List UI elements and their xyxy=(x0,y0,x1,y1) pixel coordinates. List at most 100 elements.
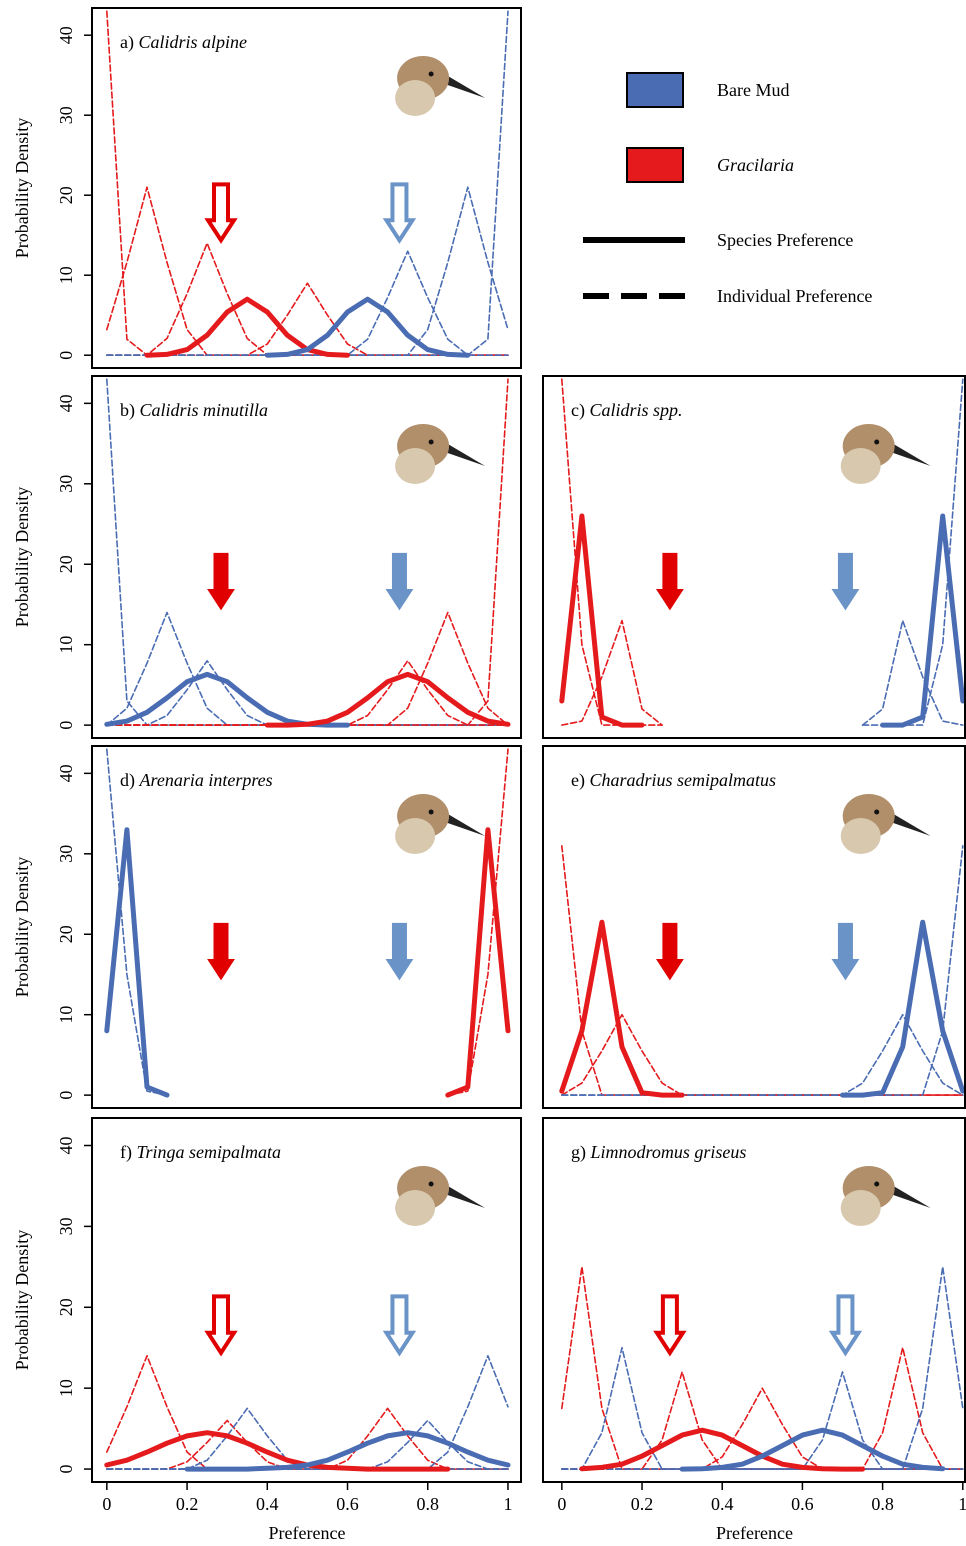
bird-neck xyxy=(841,818,881,854)
arrow xyxy=(657,553,683,609)
panel-label: f) xyxy=(120,1142,132,1163)
panel-frame xyxy=(92,8,521,368)
species-curve xyxy=(147,299,348,355)
x-axis-label: Preference xyxy=(716,1523,793,1543)
x-tick-label: 0 xyxy=(557,1494,566,1514)
species-name: Charadrius semipalmatus xyxy=(589,770,776,790)
species-name: Tringa semipalmata xyxy=(137,1142,282,1162)
panel-title: b) Calidris minutilla xyxy=(120,400,268,421)
species-name: Arenaria interpres xyxy=(139,770,273,790)
species-curve xyxy=(107,674,348,725)
y-tick-label: 40 xyxy=(56,1137,76,1155)
species-name: Limnodromus griseus xyxy=(590,1142,747,1162)
y-axis-label: Probability Density xyxy=(12,487,32,628)
individual-curve xyxy=(107,251,508,355)
panel-label: g) xyxy=(571,1142,586,1163)
y-tick-label: 40 xyxy=(56,764,76,782)
x-tick-label: 0.8 xyxy=(871,1494,894,1514)
individual-curve xyxy=(107,11,508,355)
arrow xyxy=(208,1296,234,1352)
panel-label: d) xyxy=(120,770,135,791)
y-tick-label: 30 xyxy=(56,475,76,493)
individual-curve xyxy=(107,187,508,355)
arrow xyxy=(832,1296,858,1352)
panel-frame xyxy=(92,1118,521,1482)
x-axis-label: Preference xyxy=(269,1523,346,1543)
page: a) Calidris alpine010203040Probability D… xyxy=(0,0,966,1546)
bird-neck xyxy=(395,448,435,484)
individual-curve xyxy=(863,621,963,726)
legend-label: Bare Mud xyxy=(717,80,789,100)
y-tick-label: 30 xyxy=(56,1217,76,1235)
panel-title: d) Arenaria interpres xyxy=(120,770,273,791)
plot-area xyxy=(107,1166,508,1469)
individual-curve xyxy=(562,846,963,1095)
bird-neck xyxy=(395,1190,435,1226)
bird-eye xyxy=(429,1182,434,1187)
arrow xyxy=(657,1296,683,1352)
plot-area xyxy=(562,379,963,725)
arrow xyxy=(386,184,412,240)
x-tick-label: 1 xyxy=(958,1494,966,1514)
x-tick-label: 0.4 xyxy=(711,1494,734,1514)
y-tick-label: 0 xyxy=(56,351,76,360)
panel-title: f) Tringa semipalmata xyxy=(120,1142,281,1163)
y-tick-label: 10 xyxy=(56,1006,76,1024)
individual-curve xyxy=(562,621,662,726)
panel-label: e) xyxy=(571,770,585,791)
panel-title: c) Calidris spp. xyxy=(571,400,683,421)
y-tick-label: 0 xyxy=(56,1091,76,1100)
individual-curve xyxy=(107,613,508,726)
y-tick-label: 20 xyxy=(56,925,76,943)
bird-eye xyxy=(874,1182,879,1187)
legend-swatch xyxy=(627,73,683,107)
individual-curve xyxy=(107,283,508,355)
species-curve xyxy=(267,299,468,355)
bird-eye xyxy=(429,440,434,445)
plot-area xyxy=(562,1166,963,1469)
individual-curve xyxy=(562,1015,963,1095)
species-curve xyxy=(107,830,167,1095)
panel-title: a) Calidris alpine xyxy=(120,32,247,53)
x-tick-label: 0.6 xyxy=(791,1494,814,1514)
species-curve xyxy=(107,1433,448,1469)
y-tick-label: 20 xyxy=(56,1298,76,1316)
panel-frame xyxy=(543,1118,965,1482)
x-tick-label: 1 xyxy=(503,1494,512,1514)
y-tick-label: 10 xyxy=(56,1379,76,1397)
species-name: Calidris minutilla xyxy=(140,400,269,420)
individual-curve xyxy=(107,1408,508,1469)
x-tick-label: 0.2 xyxy=(176,1494,199,1514)
species-curve xyxy=(883,516,963,725)
y-tick-label: 10 xyxy=(56,636,76,654)
y-tick-label: 0 xyxy=(56,721,76,730)
y-tick-label: 30 xyxy=(56,845,76,863)
y-axis-label: Probability Density xyxy=(12,118,32,259)
x-tick-label: 0 xyxy=(102,1494,111,1514)
legend-label: Species Preference xyxy=(717,230,853,250)
bird-eye xyxy=(874,810,879,815)
species-curve xyxy=(562,516,642,725)
individual-curve xyxy=(562,1348,963,1469)
species-curve xyxy=(582,1430,863,1469)
bird-eye xyxy=(429,72,434,77)
y-axis-label: Probability Density xyxy=(12,1230,32,1371)
bird-neck xyxy=(841,1190,881,1226)
arrow xyxy=(208,184,234,240)
panel-frame xyxy=(92,376,521,738)
individual-curve xyxy=(107,11,508,355)
individual-curve xyxy=(107,1356,508,1469)
individual-curve xyxy=(562,1267,963,1469)
panel-title: e) Charadrius semipalmatus xyxy=(571,770,776,791)
individual-curve xyxy=(107,613,508,726)
arrow xyxy=(832,553,858,609)
individual-curve xyxy=(107,379,508,725)
plot-area xyxy=(107,379,508,725)
y-tick-label: 30 xyxy=(56,106,76,124)
y-tick-label: 20 xyxy=(56,186,76,204)
arrow xyxy=(386,923,412,979)
legend-label: Gracilaria xyxy=(717,155,794,175)
y-tick-label: 20 xyxy=(56,555,76,573)
panel-title: g) Limnodromus griseus xyxy=(571,1142,746,1163)
figure: a) Calidris alpine010203040Probability D… xyxy=(0,0,966,1546)
